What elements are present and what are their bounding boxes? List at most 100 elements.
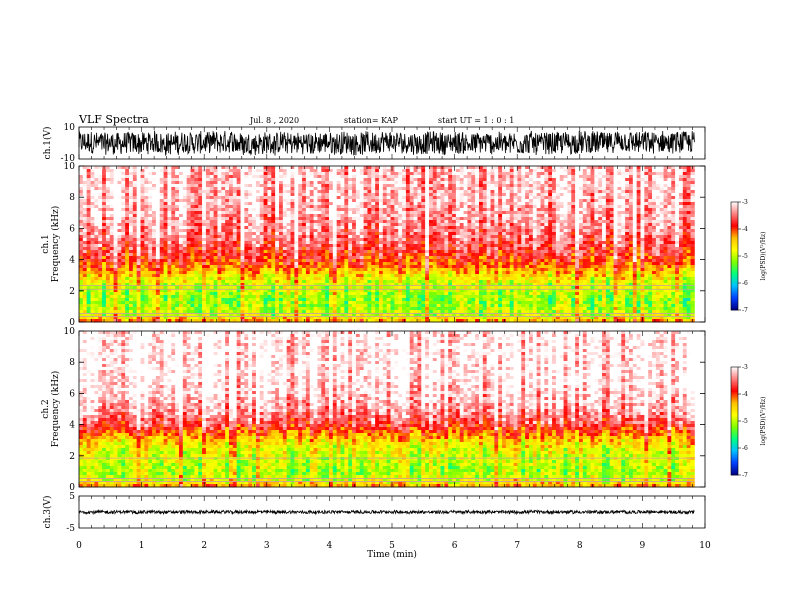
spectrogram-cell bbox=[267, 214, 272, 218]
spectrogram-cell bbox=[198, 178, 203, 182]
spectrogram-cell bbox=[355, 268, 361, 272]
spectrogram-cell bbox=[352, 283, 357, 287]
spectrogram-cell bbox=[225, 175, 230, 179]
spectrogram-cell bbox=[271, 232, 276, 236]
spectrogram-cell bbox=[82, 226, 88, 230]
spectrogram-cell bbox=[244, 193, 249, 197]
spectrogram-cell bbox=[228, 316, 234, 320]
spectrogram-cell bbox=[321, 289, 326, 293]
spectrogram-cell bbox=[136, 220, 141, 224]
spectrogram-cell bbox=[125, 232, 130, 236]
spectrogram-cell bbox=[140, 205, 145, 209]
spectrogram-cell bbox=[378, 190, 384, 194]
spectrogram-cell bbox=[344, 250, 349, 254]
spectrogram-cell bbox=[155, 265, 161, 269]
spectrogram-cell bbox=[332, 250, 338, 254]
spectrogram-cell bbox=[390, 220, 395, 224]
spectrogram-cell bbox=[255, 295, 261, 299]
spectrogram-cell bbox=[171, 238, 176, 242]
spectrogram-cell bbox=[79, 202, 84, 206]
spectrogram-cell bbox=[132, 316, 138, 320]
spectrogram-cell bbox=[144, 313, 149, 317]
spectrogram-cell bbox=[248, 199, 253, 203]
spectrogram-cell bbox=[440, 238, 445, 242]
spectrogram-cell bbox=[98, 280, 103, 284]
spectrogram-cell bbox=[225, 304, 230, 308]
spectrogram-cell bbox=[117, 199, 122, 203]
spectrogram-cell bbox=[302, 241, 307, 245]
spectrogram-cell bbox=[413, 187, 418, 191]
spectrogram-cell bbox=[382, 265, 388, 269]
spectrogram-cell bbox=[278, 178, 284, 182]
spectrogram-cell bbox=[286, 226, 291, 230]
spectrogram-cell bbox=[432, 310, 438, 314]
spectrogram-cell bbox=[228, 208, 234, 212]
spectrogram-cell bbox=[367, 295, 372, 299]
spectrogram-cell bbox=[298, 214, 303, 218]
spectrogram-cell bbox=[202, 229, 207, 233]
spectrogram-cell bbox=[321, 250, 326, 254]
spectrogram-cell bbox=[371, 220, 376, 224]
spectrogram-cell bbox=[398, 187, 403, 191]
spectrogram-cell bbox=[94, 223, 99, 227]
spectrogram-cell bbox=[259, 256, 265, 260]
spectrogram-cell bbox=[109, 238, 115, 242]
spectrogram-cell bbox=[294, 217, 299, 221]
spectrogram-cell bbox=[352, 310, 357, 314]
spectrogram-cell bbox=[175, 316, 180, 320]
spectrogram-cell bbox=[171, 178, 176, 182]
spectrogram-cell bbox=[436, 178, 441, 182]
spectrogram-cell bbox=[263, 310, 268, 314]
spectrogram-cell bbox=[432, 223, 438, 227]
spectrogram-cell bbox=[286, 259, 291, 263]
spectrogram-cell bbox=[190, 289, 195, 293]
spectrogram-cell bbox=[102, 190, 107, 194]
spectrogram-cell bbox=[244, 208, 249, 212]
spectrogram-cell bbox=[132, 301, 138, 305]
spectrogram-cell bbox=[225, 256, 230, 260]
spectrogram-cell bbox=[371, 271, 376, 275]
spectrogram-cell bbox=[409, 295, 414, 299]
spectrogram-cell bbox=[313, 301, 318, 305]
spectrogram-cell bbox=[275, 304, 280, 308]
spectrogram-cell bbox=[317, 175, 322, 179]
spectrogram-cell bbox=[205, 229, 211, 233]
spectrogram-cell bbox=[332, 247, 338, 251]
spectrogram-cell bbox=[409, 217, 414, 221]
spectrogram-cell bbox=[159, 190, 165, 194]
spectrogram-cell bbox=[209, 283, 215, 287]
spectrogram-cell bbox=[129, 316, 134, 320]
spectrogram-cell bbox=[440, 292, 445, 296]
spectrogram-cell bbox=[328, 244, 334, 248]
spectrogram-cell bbox=[225, 229, 230, 233]
spectrogram-cell bbox=[352, 313, 357, 317]
spectrogram-cell bbox=[332, 283, 338, 287]
spectrogram-cell bbox=[336, 256, 341, 260]
spectrogram-cell bbox=[221, 244, 226, 248]
spectrogram-cell bbox=[209, 208, 215, 212]
spectrogram-cell bbox=[421, 220, 426, 224]
spectrogram-cell bbox=[240, 181, 245, 185]
spectrogram-cell bbox=[198, 232, 203, 236]
spectrogram-cell bbox=[359, 202, 365, 206]
spectrogram-cell bbox=[248, 232, 253, 236]
spectrogram-cell bbox=[359, 187, 365, 191]
spectrogram-cell bbox=[348, 232, 353, 236]
spectrogram-cell bbox=[125, 193, 130, 197]
spectrogram-cell bbox=[363, 274, 368, 278]
spectrogram-cell bbox=[94, 289, 99, 293]
spectrogram-cell bbox=[317, 205, 322, 209]
spectrogram-cell bbox=[217, 214, 222, 218]
spectrogram-cell bbox=[405, 208, 411, 212]
spectrogram-cell bbox=[155, 184, 161, 188]
spectrogram-cell bbox=[117, 196, 122, 200]
spectrogram-cell bbox=[213, 298, 218, 302]
spectrogram-cell bbox=[440, 298, 445, 302]
spectrogram-cell bbox=[217, 292, 222, 296]
spectrogram-cell bbox=[159, 199, 165, 203]
spectrogram-cell bbox=[263, 226, 268, 230]
spectrogram-cell bbox=[179, 199, 184, 203]
spectrogram-cell bbox=[117, 214, 122, 218]
spectrogram-cell bbox=[129, 247, 134, 251]
spectrogram-cell bbox=[121, 319, 126, 323]
